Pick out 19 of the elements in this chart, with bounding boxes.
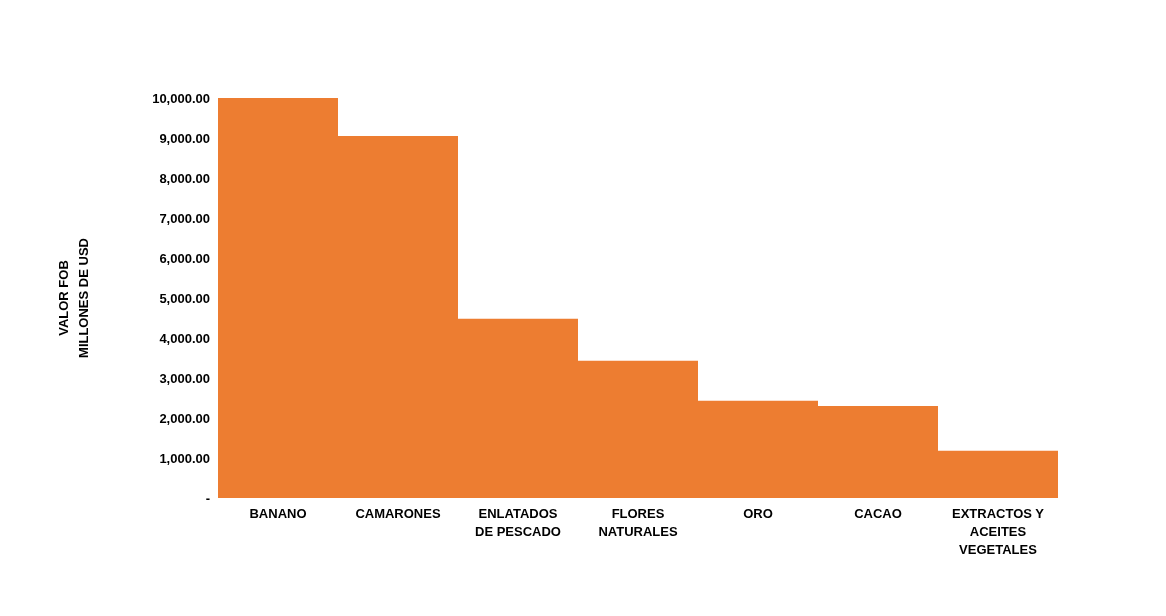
y-tick-label: 5,000.00 (159, 290, 210, 306)
y-axis-title: VALOR FOB MILLONES DE USD (56, 238, 91, 358)
x-tick-label: BANANO (249, 506, 307, 521)
y-tick-label: 6,000.00 (159, 250, 210, 266)
y-tick-label: 7,000.00 (159, 210, 210, 226)
x-tick-label: CACAO (854, 506, 902, 521)
y-tick-label: - (205, 490, 210, 506)
y-tick-label: 4,000.00 (159, 330, 210, 346)
x-tick-label: FLORES NATURALES (598, 506, 678, 539)
y-tick-label: 3,000.00 (159, 370, 210, 386)
x-tick-label: EXTRACTOS Y ACEITES VEGETALES (952, 506, 1045, 557)
x-tick-label: CAMARONES (355, 506, 441, 521)
y-tick-label: 2,000.00 (159, 410, 210, 426)
y-tick-label: 10,000.00 (152, 90, 210, 106)
y-tick-label: 9,000.00 (159, 130, 210, 146)
y-tick-label: 1,000.00 (159, 450, 210, 466)
x-tick-label: ENLATADOS DE PESCADO (475, 506, 561, 539)
x-tick-label: ORO (743, 506, 773, 521)
y-tick-label: 8,000.00 (159, 170, 210, 186)
